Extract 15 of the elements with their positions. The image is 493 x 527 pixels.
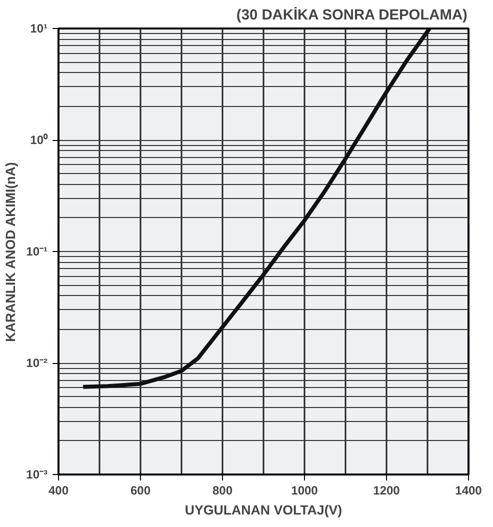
line-series <box>81 28 432 389</box>
y-tick-label: 10⁻² <box>26 356 48 370</box>
y-tick-label: 10⁻¹ <box>26 244 48 258</box>
x-axis-title: UYGULANAN VOLTAJ(V) <box>184 502 342 518</box>
y-axis-title: KARANLIK ANOD AKIMI(nA) <box>3 162 18 342</box>
x-tick-label: 1400 <box>455 484 482 498</box>
y-tick-label: 10⁻³ <box>26 468 48 482</box>
x-tick-label: 1000 <box>291 484 318 498</box>
x-tick-label: 400 <box>48 484 69 498</box>
x-tick-label: 600 <box>130 484 151 498</box>
x-tick-label: 800 <box>212 484 233 498</box>
x-tick-label: 1200 <box>373 484 400 498</box>
y-tick-label: 10⁰ <box>30 133 48 147</box>
y-tick-label: 10¹ <box>30 22 48 36</box>
chart-title: (30 DAKİKA SONRA DEPOLAMA) <box>236 6 468 24</box>
